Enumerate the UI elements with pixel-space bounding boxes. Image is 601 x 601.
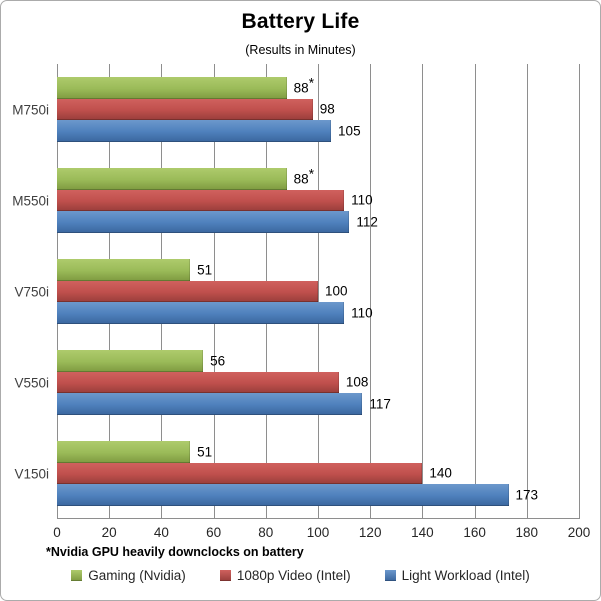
chart-subtitle: (Results in Minutes)	[245, 43, 356, 57]
x-tick-label-120: 120	[358, 525, 382, 540]
bar-value-label: 51	[197, 444, 213, 460]
bar-1080p-video-intel-v750i: 100	[57, 280, 348, 303]
bar-1080p-video-intel-m750i: 98	[57, 98, 335, 121]
gridline-180	[526, 64, 528, 519]
legend-item-gaming: Gaming (Nvidia)	[71, 568, 186, 583]
bar-group-v150i: 51 140 173	[57, 428, 579, 519]
bar-value-label: 100	[325, 283, 348, 299]
x-tick-label-160: 160	[463, 525, 486, 540]
legend-swatch-red	[219, 570, 231, 581]
bar-value-label: 88*	[293, 75, 315, 96]
x-tick-label-20: 20	[101, 525, 117, 540]
plot-area: 88* 98 105 88* 110 112 51 100 110 56 108 117 51 140 17…	[57, 64, 580, 519]
bar-value-label: 110	[351, 192, 373, 208]
x-axis-line	[57, 518, 579, 519]
bar-light-workload-intel-v150i: 173	[57, 484, 538, 506]
bar-value-label: 173	[515, 487, 539, 503]
bar-group-v550i: 56 108 117	[57, 337, 579, 428]
x-tick-label-100: 100	[306, 525, 330, 540]
bar-light-workload-intel-v550i: 117	[57, 393, 391, 415]
legend-item-workload: Light Workload (Intel)	[384, 568, 530, 583]
bar-light-workload-intel-m750i: 105	[57, 120, 361, 142]
bar-gaming-nvidia-v550i: 56	[57, 350, 225, 372]
legend-label: Gaming (Nvidia)	[88, 568, 186, 583]
footnote: *Nvidia GPU heavily downclocks on batter…	[46, 545, 304, 559]
bar-value-label: 88*	[293, 166, 315, 187]
bar-group-v750i: 51 100 110	[57, 246, 579, 337]
bar-light-workload-intel-m550i: 112	[57, 211, 378, 233]
bar-gaming-nvidia-v150i: 51	[57, 441, 212, 463]
legend-swatch-green	[71, 570, 83, 581]
legend-swatch-blue	[384, 570, 396, 581]
bar-value-label: 51	[197, 262, 213, 278]
bar-value-label: 140	[429, 465, 452, 481]
bar-value-label: 112	[356, 214, 378, 230]
footnote-asterisk: *	[308, 75, 315, 91]
bar-value-label: 108	[345, 374, 369, 390]
legend: Gaming (Nvidia) 1080p Video (Intel) Ligh…	[1, 568, 600, 583]
bar-1080p-video-intel-v550i: 108	[57, 371, 368, 394]
x-tick-label-0: 0	[53, 525, 61, 540]
gridline-100	[318, 64, 319, 519]
bar-gaming-nvidia-m750i: 88*	[57, 76, 314, 99]
x-tick-label-60: 60	[206, 525, 222, 540]
bar-1080p-video-intel-v150i: 140	[57, 462, 452, 485]
bar-value-label: 98	[319, 101, 335, 117]
gridline-200	[579, 64, 580, 519]
legend-label: 1080p Video (Intel)	[236, 568, 351, 583]
x-tick-label-200: 200	[567, 525, 591, 540]
bar-gaming-nvidia-m550i: 88*	[57, 167, 314, 190]
category-label-v750i: V750i	[14, 284, 49, 299]
gridline-160	[474, 64, 476, 519]
bar-1080p-video-intel-m550i: 110	[57, 189, 373, 212]
x-tick-label-180: 180	[515, 525, 539, 540]
gridline-120	[370, 64, 372, 519]
category-label-v150i: V150i	[14, 466, 49, 481]
bar-value-label: 117	[369, 396, 391, 412]
bar-value-label: 56	[210, 353, 226, 369]
legend-label: Light Workload (Intel)	[401, 568, 530, 583]
bar-gaming-nvidia-v750i: 51	[57, 259, 212, 281]
chart-title: Battery Life	[241, 10, 360, 33]
x-tick-label-140: 140	[411, 525, 434, 540]
category-label-m550i: M550i	[12, 193, 49, 208]
bar-value-label: 105	[338, 123, 361, 139]
gridline-140	[422, 64, 424, 519]
x-tick-label-80: 80	[258, 525, 274, 540]
category-label-m750i: M750i	[12, 102, 49, 117]
x-tick-label-40: 40	[153, 525, 169, 540]
bar-group-m550i: 88* 110 112	[57, 155, 579, 246]
bar-group-m750i: 88* 98 105	[57, 64, 579, 155]
legend-item-video: 1080p Video (Intel)	[219, 568, 351, 583]
footnote-asterisk: *	[308, 166, 315, 182]
category-label-v550i: V550i	[14, 375, 49, 390]
bar-value-label: 110	[351, 305, 373, 321]
bar-light-workload-intel-v750i: 110	[57, 302, 373, 324]
